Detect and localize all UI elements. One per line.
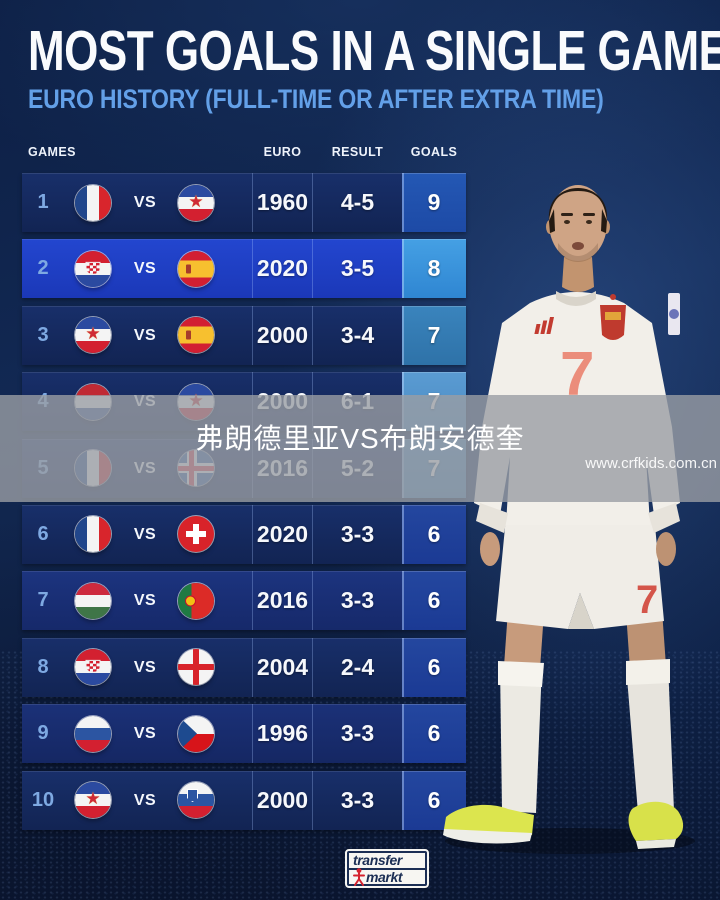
column-header-result: RESULT: [331, 145, 384, 159]
euro-year: 2004: [252, 637, 313, 697]
watermark-text: 弗朗德里亚VS布朗安德奎: [195, 423, 525, 454]
england-flag-icon: [178, 649, 214, 686]
rank-label: 7: [37, 589, 49, 612]
match-result: 3-3: [340, 520, 375, 547]
spain-flag-icon: [178, 250, 214, 287]
yugoslavia-flag-icon: [75, 317, 111, 354]
goals-badge: 6: [402, 504, 466, 564]
euro-year: 2020: [252, 239, 313, 299]
transfermarkt-figure-icon: [353, 868, 365, 886]
goals-badge: 6: [402, 704, 466, 764]
euro-year: 2000: [252, 770, 313, 830]
column-header-goals: GOALS: [410, 145, 458, 159]
slovenia-flag-icon: [178, 782, 214, 819]
player-photo: 7 7: [443, 185, 695, 854]
vs-label: VS: [133, 525, 157, 543]
column-header-games: GAMES: [28, 145, 76, 159]
croatia-flag-icon: [75, 250, 111, 287]
match-result: 3-5: [340, 255, 375, 282]
euro-year: 2020: [252, 504, 313, 564]
match-result: 3-3: [340, 786, 375, 813]
vs-label: VS: [133, 260, 157, 278]
goals-badge: 9: [402, 173, 466, 232]
vs-label: VS: [133, 326, 157, 344]
goals-badge: 8: [402, 239, 466, 299]
france-flag-icon: [75, 516, 111, 553]
table-row: 2 VS 2020 3-5 8: [22, 239, 466, 299]
switzerland-flag-icon: [178, 516, 214, 553]
rank-label: 8: [37, 655, 49, 678]
vs-label: VS: [133, 725, 157, 743]
match-result: 3-3: [340, 720, 375, 747]
spain-flag-icon: [178, 317, 214, 354]
table-row: 8 VS 2004 2-4 6: [22, 637, 466, 697]
svg-text:7: 7: [636, 578, 658, 622]
czech-republic-flag-icon: [178, 715, 214, 752]
page-subtitle: EURO HISTORY (FULL-TIME OR AFTER EXTRA T…: [28, 83, 604, 114]
column-header-euro: EURO: [263, 145, 302, 159]
rank-label: 6: [37, 522, 49, 545]
goals-badge: 6: [402, 571, 466, 631]
rank-label: 2: [37, 257, 49, 280]
vs-label: VS: [133, 592, 157, 610]
hungary-flag-icon: [75, 582, 111, 619]
portugal-flag-icon: [178, 582, 214, 619]
table-row: 7 VS 2016 3-3 6: [22, 571, 466, 631]
russia-flag-icon: [75, 715, 111, 752]
yugoslavia-flag-icon: [75, 782, 111, 819]
table-row: 9 VS 1996 3-3 6: [22, 704, 466, 764]
match-result: 4-5: [340, 189, 375, 215]
rank-label: 1: [37, 191, 49, 213]
vs-label: VS: [133, 658, 157, 676]
euro-year: 1996: [252, 704, 313, 764]
match-result: 2-4: [340, 653, 375, 680]
transfermarkt-logo: transfer markt: [345, 849, 429, 888]
table-row: 1 VS 1960 4-5 9: [22, 173, 466, 232]
logo-word-transfer: transfer: [349, 853, 425, 870]
euro-year: 1960: [252, 173, 313, 232]
france-flag-icon: [75, 184, 111, 221]
table-row: 6 VS 2020 3-3 6: [22, 504, 466, 564]
rank-label: 3: [37, 323, 49, 346]
rank-label: 9: [37, 722, 49, 745]
match-result: 3-4: [340, 321, 375, 348]
goals-badge: 7: [402, 305, 466, 365]
table-row: 3 VS 2000 3-4 7: [22, 305, 466, 365]
rank-label: 10: [31, 788, 55, 811]
page-title: MOST GOALS IN A SINGLE GAME: [28, 20, 720, 83]
logo-word-markt: markt: [366, 869, 403, 885]
ranking-table: 1 VS 1960 4-5 9 2 VS 2020 3-5 8 3 VS 200…: [22, 173, 466, 837]
site-watermark: www.crfkids.com.cn: [585, 455, 717, 472]
vs-label: VS: [133, 194, 157, 211]
table-row: 10 VS 2000 3-3 6: [22, 770, 466, 830]
watermark-overlay: 弗朗德里亚VS布朗安德奎 www.crfkids.com.cn: [0, 395, 720, 502]
croatia-flag-icon: [75, 649, 111, 686]
match-result: 3-3: [340, 587, 375, 614]
yugoslavia-flag-icon: [178, 184, 214, 221]
vs-label: VS: [133, 791, 157, 809]
euro-year: 2000: [252, 305, 313, 365]
euro-year: 2016: [252, 571, 313, 631]
goals-badge: 6: [402, 637, 466, 697]
